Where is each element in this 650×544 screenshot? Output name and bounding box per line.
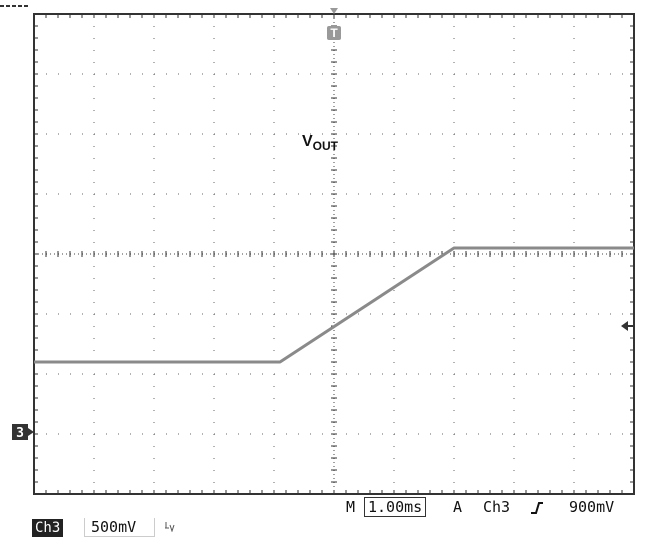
vout-trace [34,246,634,364]
channel-badge: Ch3 [32,519,64,537]
trigger-level-arrow-icon [621,321,633,331]
trigger-position-marker: T [327,8,341,40]
ground-marker-label: 3 [16,426,24,441]
trace-label-main: V [302,133,313,150]
channel-ground-marker: 3 [12,424,34,441]
trace-label: VOUT [302,133,339,153]
volts-per-div: 500mV [84,518,156,537]
graticule [33,13,635,495]
bandwidth-icon [165,522,175,532]
trace-label-sub: OUT [313,139,339,153]
timebase-readout: 1.00ms [364,497,427,517]
trigger-mode: A [453,498,463,516]
status-bar: M 1.00ms A Ch3 900mV [0,497,650,518]
timebase-prefix: M [346,498,356,516]
trace-layer [33,246,635,364]
trigger-source: Ch3 [483,498,511,516]
trigger-marker-label: T [330,26,338,40]
trigger-level: 900mV [569,498,615,516]
rising-edge-icon [531,502,543,514]
channel-bar: Ch3 500mV [0,516,650,540]
